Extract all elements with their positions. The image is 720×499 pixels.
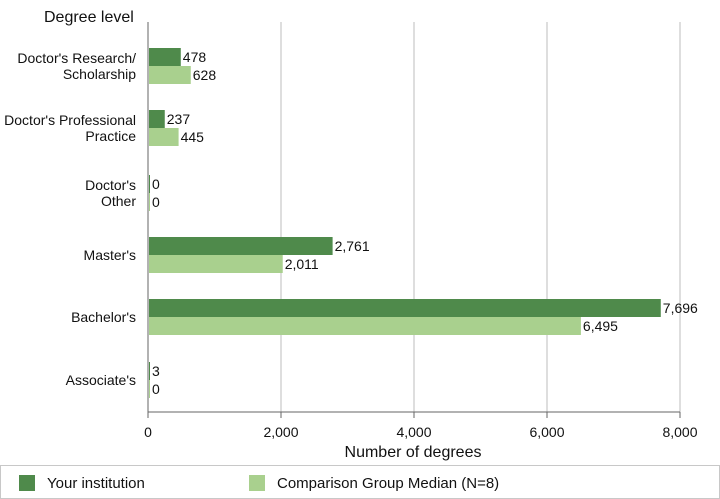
legend-label-your-institution: Your institution	[47, 474, 145, 492]
bar-comparison-group-median-n-8-associate-s	[149, 380, 150, 398]
bar-comparison-group-median-n-8-bachelor-s	[149, 317, 581, 335]
category-label-line: Bachelor's	[71, 309, 136, 325]
y-axis-title: Degree level	[44, 9, 134, 26]
category-label-line: Doctor's Research/	[17, 50, 136, 66]
category-label-associate-s: Associate's	[66, 372, 136, 388]
data-label-comparison-group-median-n-8-master-s: 2,011	[285, 256, 319, 272]
axes	[147, 22, 681, 418]
bar-comparison-group-median-n-8-master-s	[149, 255, 283, 273]
bar-comparison-group-median-n-8-doctor-s-other	[149, 193, 150, 211]
category-label-doctor-s-professional-practice: Doctor's Professional Practice	[4, 112, 136, 144]
data-label-comparison-group-median-n-8-associate-s: 0	[152, 381, 160, 397]
bar-your-institution-doctor-s-research-scholarship	[149, 48, 181, 66]
data-label-your-institution-doctor-s-professional-practice: 237	[167, 111, 191, 127]
bar-your-institution-master-s	[149, 237, 333, 255]
data-label-comparison-group-median-n-8-bachelor-s: 6,495	[583, 318, 618, 334]
legend-swatch-comparison-group-median	[249, 475, 265, 491]
chart-legend: Your institution Comparison Group Median…	[0, 465, 720, 499]
data-label-comparison-group-median-n-8-doctor-s-professional-practice: 445	[181, 129, 205, 145]
x-tick-labels: 0 2,000 4,000 6,000 8,000	[144, 424, 698, 440]
legend-item-your-institution: Your institution	[19, 474, 145, 492]
data-label-your-institution-doctor-s-research-scholarship: 478	[183, 49, 207, 65]
bar-comparison-group-median-n-8-doctor-s-professional-practice	[149, 128, 179, 146]
bar-your-institution-doctor-s-other	[149, 175, 150, 193]
category-label-line: Scholarship	[63, 66, 136, 82]
category-label-line: Other	[101, 193, 136, 209]
x-tick-label: 6,000	[529, 424, 564, 440]
data-label-your-institution-master-s: 2,761	[335, 238, 370, 254]
category-label-doctor-s-research-scholarship: Doctor's Research/Scholarship	[17, 50, 136, 82]
data-label-comparison-group-median-n-8-doctor-s-other: 0	[152, 194, 160, 210]
x-tick-label: 8,000	[662, 424, 697, 440]
x-axis-title: Number of degrees	[345, 444, 482, 461]
legend-item-comparison-group-median: Comparison Group Median (N=8)	[249, 474, 499, 492]
grid-lines	[280, 22, 681, 412]
x-tick-label: 0	[144, 424, 152, 440]
data-labels: 478 628 237 445 0 0 2,761 2,011 7,696 6,495 3 0	[152, 49, 698, 397]
x-tick-label: 4,000	[396, 424, 431, 440]
category-label-line: Practice	[85, 128, 136, 144]
category-label-bachelor-s: Bachelor's	[71, 309, 136, 325]
legend-label-comparison-group-median: Comparison Group Median (N=8)	[277, 474, 500, 492]
category-label-master-s: Master's	[84, 247, 136, 263]
data-label-comparison-group-median-n-8-doctor-s-research-scholarship: 628	[193, 67, 217, 83]
category-label-line: Doctor's	[85, 177, 136, 193]
bar-comparison-group-median-n-8-doctor-s-research-scholarship	[149, 66, 191, 84]
bar-your-institution-associate-s	[149, 362, 150, 380]
data-label-your-institution-associate-s: 3	[152, 363, 160, 379]
x-tick-label: 2,000	[263, 424, 298, 440]
bars	[149, 48, 661, 398]
category-label-line: Associate's	[66, 372, 136, 388]
bar-your-institution-doctor-s-professional-practice	[149, 110, 165, 128]
category-labels: Doctor's Research/Scholarship Doctor's Pr…	[4, 50, 136, 388]
category-label-doctor-s-other: Doctor's Other	[85, 177, 136, 209]
bar-your-institution-bachelor-s	[149, 299, 661, 317]
data-label-your-institution-doctor-s-other: 0	[152, 176, 160, 192]
category-label-line: Master's	[84, 247, 136, 263]
category-label-line: Doctor's Professional	[4, 112, 136, 128]
data-label-your-institution-bachelor-s: 7,696	[663, 300, 698, 316]
legend-swatch-your-institution	[19, 475, 35, 491]
